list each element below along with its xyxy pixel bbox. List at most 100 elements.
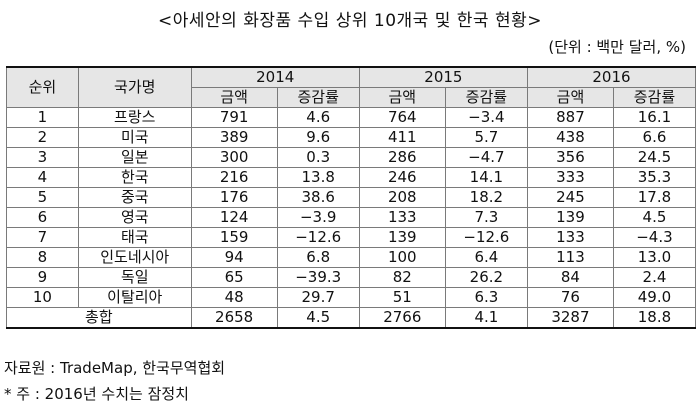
table-row: 4 한국 216 13.8 246 14.1 333 35.3 bbox=[6, 167, 697, 188]
total-cell: 4.1 bbox=[444, 307, 528, 329]
header-change: 증감률 bbox=[612, 87, 697, 108]
change-cell: −39.3 bbox=[276, 267, 360, 288]
total-label: 총합 bbox=[6, 307, 192, 329]
rank-cell: 7 bbox=[6, 227, 79, 248]
change-cell: 7.3 bbox=[444, 207, 528, 228]
table-row: 5 중국 176 38.6 208 18.2 245 17.8 bbox=[6, 187, 697, 208]
change-cell: 0.3 bbox=[276, 147, 360, 168]
change-cell: 26.2 bbox=[444, 267, 528, 288]
amount-cell: 246 bbox=[358, 167, 446, 188]
rank-cell: 9 bbox=[6, 267, 79, 288]
table-row: 3 일본 300 0.3 286 −4.7 356 24.5 bbox=[6, 147, 697, 168]
change-cell: −4.7 bbox=[444, 147, 528, 168]
amount-cell: 139 bbox=[526, 207, 614, 228]
change-cell: 4.6 bbox=[276, 107, 360, 128]
table-body: 1 프랑스 791 4.6 764 −3.4 887 16.1 2 미국 389 9.6 411 5.7 4… bbox=[6, 107, 697, 308]
amount-cell: 65 bbox=[190, 267, 278, 288]
rank-cell: 3 bbox=[6, 147, 79, 168]
country-cell: 중국 bbox=[77, 187, 192, 208]
table-row: 8 인도네시아 94 6.8 100 6.4 113 13.0 bbox=[6, 247, 697, 268]
amount-cell: 82 bbox=[358, 267, 446, 288]
footnote: * 주 : 2016년 수치는 잠정치 bbox=[4, 385, 189, 403]
change-cell: 13.8 bbox=[276, 167, 360, 188]
change-cell: 49.0 bbox=[612, 287, 697, 308]
table-row: 9 독일 65 −39.3 82 26.2 84 2.4 bbox=[6, 267, 697, 288]
country-cell: 한국 bbox=[77, 167, 192, 188]
amount-cell: 124 bbox=[190, 207, 278, 228]
import-table: 순위 국가명 2014 2015 2016 금액 증감률 금액 증감률 금액 증… bbox=[6, 66, 697, 329]
amount-cell: 411 bbox=[358, 127, 446, 148]
country-cell: 독일 bbox=[77, 267, 192, 288]
change-cell: −3.9 bbox=[276, 207, 360, 228]
header-change: 증감률 bbox=[276, 87, 360, 108]
rank-cell: 2 bbox=[6, 127, 79, 148]
unit-label: (단위 : 백만 달러, %) bbox=[548, 38, 686, 56]
amount-cell: 100 bbox=[358, 247, 446, 268]
total-row: 총합 2658 4.5 2766 4.1 3287 18.8 bbox=[6, 307, 697, 329]
change-cell: 18.2 bbox=[444, 187, 528, 208]
header-year-2015: 2015 bbox=[358, 66, 528, 88]
amount-cell: 208 bbox=[358, 187, 446, 208]
amount-cell: 216 bbox=[190, 167, 278, 188]
header-amount: 금액 bbox=[358, 87, 446, 108]
change-cell: 14.1 bbox=[444, 167, 528, 188]
amount-cell: 286 bbox=[358, 147, 446, 168]
header-year-2014: 2014 bbox=[190, 66, 360, 88]
rank-cell: 6 bbox=[6, 207, 79, 228]
change-cell: 6.6 bbox=[612, 127, 697, 148]
change-cell: 2.4 bbox=[612, 267, 697, 288]
rank-cell: 10 bbox=[6, 287, 79, 308]
header-amount: 금액 bbox=[526, 87, 614, 108]
change-cell: 16.1 bbox=[612, 107, 697, 128]
amount-cell: 389 bbox=[190, 127, 278, 148]
table-row: 6 영국 124 −3.9 133 7.3 139 4.5 bbox=[6, 207, 697, 228]
table-row: 2 미국 389 9.6 411 5.7 438 6.6 bbox=[6, 127, 697, 148]
change-cell: 35.3 bbox=[612, 167, 697, 188]
amount-cell: 48 bbox=[190, 287, 278, 308]
amount-cell: 84 bbox=[526, 267, 614, 288]
country-cell: 프랑스 bbox=[77, 107, 192, 128]
amount-cell: 139 bbox=[358, 227, 446, 248]
amount-cell: 159 bbox=[190, 227, 278, 248]
change-cell: −12.6 bbox=[276, 227, 360, 248]
total-cell: 2658 bbox=[190, 307, 278, 329]
rank-cell: 1 bbox=[6, 107, 79, 128]
amount-cell: 245 bbox=[526, 187, 614, 208]
country-cell: 인도네시아 bbox=[77, 247, 192, 268]
amount-cell: 51 bbox=[358, 287, 446, 308]
change-cell: 24.5 bbox=[612, 147, 697, 168]
amount-cell: 76 bbox=[526, 287, 614, 308]
amount-cell: 356 bbox=[526, 147, 614, 168]
country-cell: 영국 bbox=[77, 207, 192, 228]
total-cell: 18.8 bbox=[612, 307, 697, 329]
change-cell: 38.6 bbox=[276, 187, 360, 208]
header-amount: 금액 bbox=[190, 87, 278, 108]
change-cell: −4.3 bbox=[612, 227, 697, 248]
change-cell: 5.7 bbox=[444, 127, 528, 148]
header-change: 증감률 bbox=[444, 87, 528, 108]
change-cell: 29.7 bbox=[276, 287, 360, 308]
change-cell: 13.0 bbox=[612, 247, 697, 268]
change-cell: −12.6 bbox=[444, 227, 528, 248]
amount-cell: 176 bbox=[190, 187, 278, 208]
amount-cell: 791 bbox=[190, 107, 278, 128]
change-cell: 9.6 bbox=[276, 127, 360, 148]
table-title: <아세안의 화장품 수입 상위 10개국 및 한국 현황> bbox=[158, 11, 542, 31]
source-note: 자료원 : TradeMap, 한국무역협회 bbox=[4, 359, 226, 377]
rank-cell: 4 bbox=[6, 167, 79, 188]
country-cell: 미국 bbox=[77, 127, 192, 148]
rank-cell: 8 bbox=[6, 247, 79, 268]
change-cell: 17.8 bbox=[612, 187, 697, 208]
country-cell: 태국 bbox=[77, 227, 192, 248]
header-rank: 순위 bbox=[6, 66, 79, 108]
change-cell: −3.4 bbox=[444, 107, 528, 128]
change-cell: 6.8 bbox=[276, 247, 360, 268]
amount-cell: 887 bbox=[526, 107, 614, 128]
amount-cell: 438 bbox=[526, 127, 614, 148]
total-cell: 3287 bbox=[526, 307, 614, 329]
amount-cell: 333 bbox=[526, 167, 614, 188]
amount-cell: 300 bbox=[190, 147, 278, 168]
amount-cell: 94 bbox=[190, 247, 278, 268]
total-cell: 2766 bbox=[358, 307, 446, 329]
change-cell: 6.3 bbox=[444, 287, 528, 308]
